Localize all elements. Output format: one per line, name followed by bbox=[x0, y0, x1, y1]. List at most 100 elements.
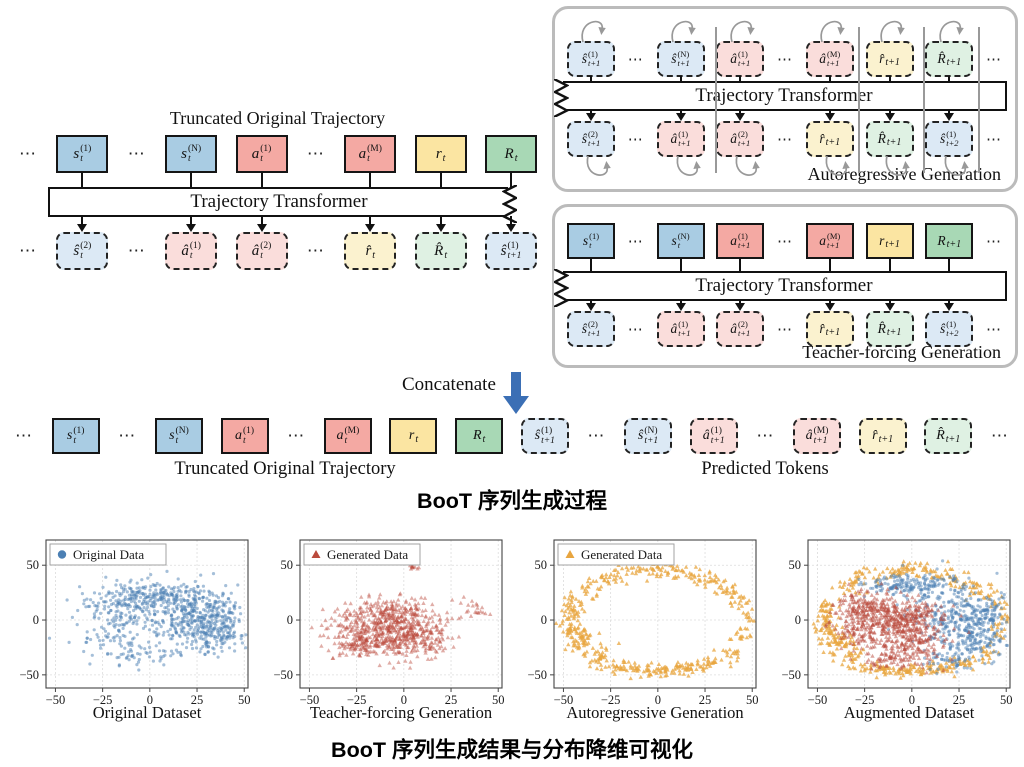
x-tick-label: 0 bbox=[909, 693, 915, 707]
connector-line bbox=[190, 216, 192, 227]
ellipsis: ⋯ bbox=[990, 426, 1009, 445]
token: ŝ (2) t+1 bbox=[567, 121, 615, 157]
legend: Generated Data bbox=[557, 543, 675, 566]
token: a (1) t bbox=[235, 135, 288, 173]
connector-line bbox=[680, 76, 682, 83]
x-tick-label: −25 bbox=[601, 693, 621, 707]
connector-line bbox=[590, 76, 592, 83]
x-tick-label: 0 bbox=[147, 693, 153, 707]
connector-line bbox=[369, 172, 371, 189]
token: s (1) t bbox=[56, 135, 109, 173]
x-tick-label: 0 bbox=[655, 693, 661, 707]
token: â (2) t+1 bbox=[716, 121, 765, 157]
token: ŝ (1) t+1 bbox=[520, 418, 569, 454]
y-tick-label: −50 bbox=[781, 668, 801, 682]
x-tick-label: 50 bbox=[1000, 693, 1013, 707]
connector-line bbox=[829, 76, 831, 83]
y-tick-label: −50 bbox=[527, 668, 547, 682]
token: ŝ (1) t+1 bbox=[485, 232, 537, 270]
ellipsis: ⋯ bbox=[627, 233, 644, 250]
connector-line bbox=[829, 258, 831, 273]
ellipsis: ⋯ bbox=[986, 131, 1002, 148]
ellipsis: ⋯ bbox=[287, 426, 306, 445]
token: R̂ t+1 bbox=[865, 311, 914, 347]
connector-line bbox=[590, 258, 592, 273]
x-tick-label: −50 bbox=[46, 693, 66, 707]
token: s (1) t bbox=[51, 418, 100, 454]
plot-title: Teacher-forcing Generation bbox=[310, 703, 492, 722]
connector-line bbox=[440, 216, 442, 227]
ellipsis: ⋯ bbox=[986, 233, 1002, 250]
concatenate-annotation: Concatenate bbox=[402, 372, 529, 414]
ellipsis: ⋯ bbox=[127, 144, 146, 163]
x-tick-label: 0 bbox=[401, 693, 407, 707]
loop-arrow-top-icon bbox=[939, 20, 964, 43]
ellipsis: ⋯ bbox=[306, 144, 325, 163]
plot-title: Augmented Dataset bbox=[844, 703, 975, 722]
token: a (1) t bbox=[220, 418, 269, 454]
y-tick-label: 50 bbox=[789, 558, 802, 572]
feedback-line bbox=[715, 27, 717, 173]
ellipsis: ⋯ bbox=[986, 321, 1002, 338]
connector-line bbox=[369, 216, 371, 227]
merged-left-label: Truncated Original Trajectory bbox=[174, 459, 396, 479]
token: a (M) t bbox=[323, 418, 372, 454]
plot-title: Autoregressive Generation bbox=[566, 703, 743, 722]
token: ŝ (N) t+1 bbox=[624, 418, 673, 454]
torn-edge-icon bbox=[554, 79, 569, 117]
connector-line bbox=[81, 216, 83, 227]
connector-line bbox=[440, 172, 442, 189]
plot-title: Original Dataset bbox=[93, 703, 202, 722]
token: s (N) t bbox=[656, 223, 705, 259]
transformer-label: Trajectory Transformer bbox=[695, 85, 873, 106]
merged-right-label: Predicted Tokens bbox=[701, 459, 829, 479]
arrowhead-icon bbox=[186, 224, 196, 237]
transformer-label: Trajectory Transformer bbox=[190, 191, 368, 212]
token: â (1) t+1 bbox=[689, 418, 738, 454]
token: â (2) t+1 bbox=[716, 311, 765, 347]
ellipsis: ⋯ bbox=[15, 426, 33, 445]
token: r̂ t+1 bbox=[805, 121, 854, 157]
arrowhead-icon bbox=[944, 113, 954, 126]
y-tick-label: 0 bbox=[541, 613, 547, 627]
token: R̂ t+1 bbox=[925, 41, 974, 77]
y-tick-label: 0 bbox=[33, 613, 39, 627]
loop-arrow-bottom-icon bbox=[944, 155, 969, 176]
ellipsis: ⋯ bbox=[777, 131, 793, 148]
scatter-svg-0: −50 −25 0 25 50 50 0 −50 Original Data Original D… bbox=[19, 539, 250, 722]
ellipsis: ⋯ bbox=[19, 241, 37, 260]
arrowhead-icon bbox=[676, 303, 686, 316]
torn-edge-icon bbox=[502, 185, 517, 223]
token: r̂ t+1 bbox=[805, 311, 854, 347]
arrowhead-icon bbox=[77, 224, 87, 237]
connector-line bbox=[510, 216, 512, 227]
plot-augmented-dataset: −50 −25 0 25 50 50 0 −50 Augmented Dataset bbox=[772, 528, 1016, 724]
token: ŝ (2) t bbox=[56, 232, 109, 270]
token: r̂ t+1 bbox=[858, 418, 907, 454]
legend: Original Data bbox=[49, 543, 167, 566]
token: â (2) t bbox=[235, 232, 288, 270]
connector-line bbox=[889, 76, 891, 83]
x-tick-label: 25 bbox=[953, 693, 966, 707]
ellipsis: ⋯ bbox=[756, 426, 775, 445]
arrowhead-icon bbox=[586, 303, 596, 316]
token: â (1) t bbox=[165, 232, 218, 270]
token: ŝ (2) t+1 bbox=[567, 311, 615, 347]
arrowhead-icon bbox=[365, 224, 375, 237]
series-generated-data bbox=[309, 563, 493, 670]
loop-arrow-bottom-icon bbox=[586, 155, 611, 176]
legend-label: Generated Data bbox=[581, 547, 662, 562]
x-tick-label: −25 bbox=[93, 693, 113, 707]
transformer-label: Trajectory Transformer bbox=[695, 275, 873, 296]
token: r̂ t+1 bbox=[865, 41, 914, 77]
connector-line bbox=[889, 258, 891, 273]
concatenate-label: Concatenate bbox=[402, 374, 496, 395]
loop-arrow-top-icon bbox=[820, 20, 845, 43]
y-tick-label: 50 bbox=[27, 558, 40, 572]
x-tick-label: 25 bbox=[191, 693, 204, 707]
ellipsis: ⋯ bbox=[627, 51, 644, 68]
legend-label: Original Data bbox=[73, 547, 144, 562]
